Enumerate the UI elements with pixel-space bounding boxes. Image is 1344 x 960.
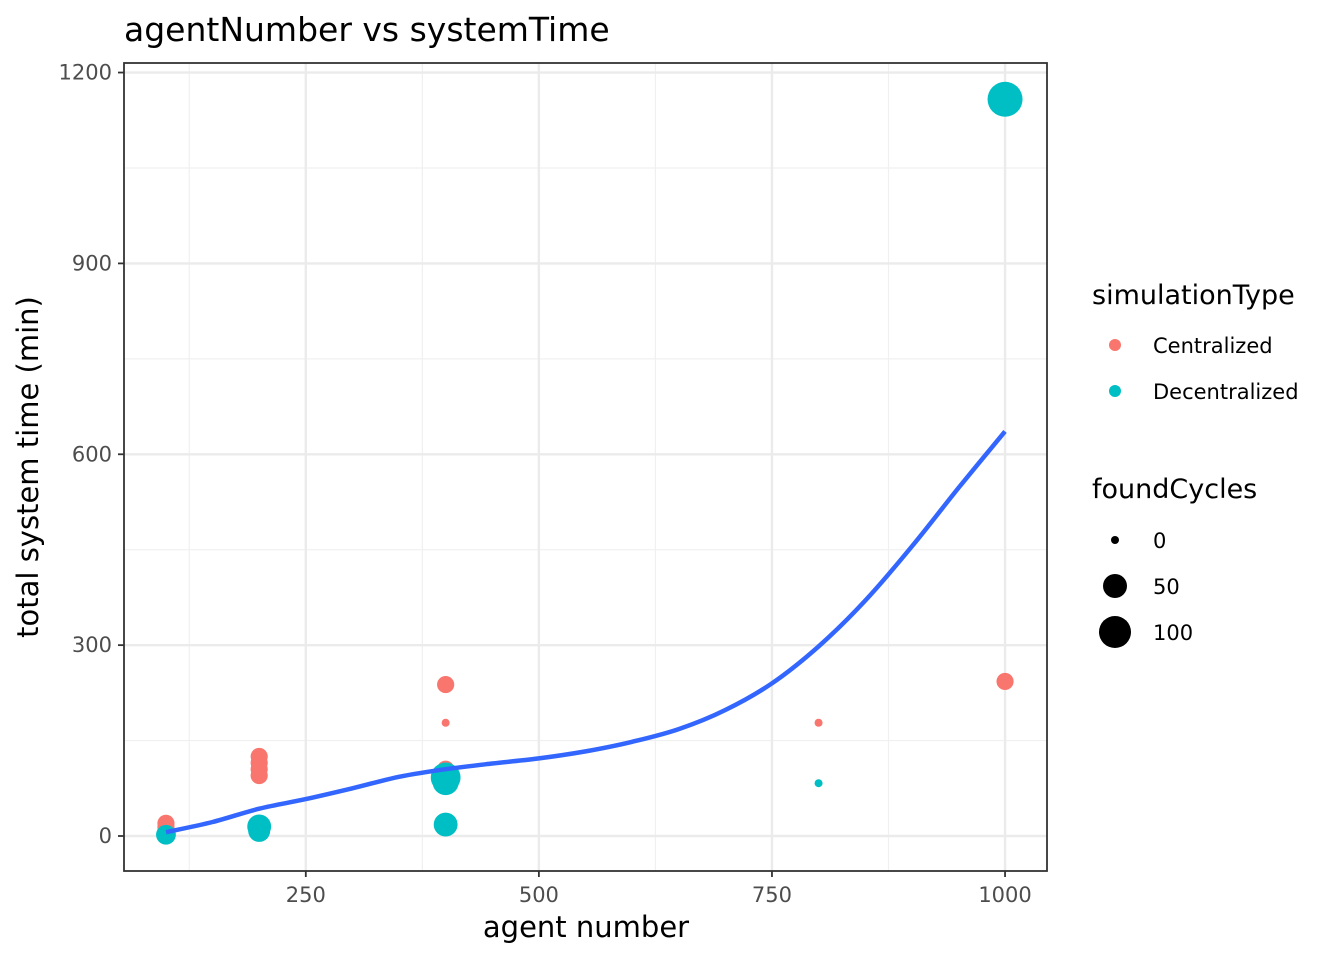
plot-border [123,62,1048,872]
smooth-trend-line [165,429,1007,835]
color-legend: simulationType Centralized Decentralized [1092,280,1299,404]
series-decentralized [156,81,1023,845]
plot-panel [124,63,1047,871]
minor-gridlines [124,63,1047,871]
size-legend: foundCycles 0 50 100 [1092,474,1257,648]
x-tick-label: 750 [752,883,792,907]
data-point-decentralized [432,768,459,796]
x-axis-ticks: 250 500 750 1000 [286,871,1032,907]
legend-key-decentralized [1109,385,1121,397]
size-legend-title: foundCycles [1092,474,1257,505]
size-legend-label-50: 50 [1153,575,1180,599]
size-legend-key-0 [1111,536,1119,544]
y-axis-title: total system time (min) [11,296,45,638]
legend-label-decentralized: Decentralized [1153,380,1299,404]
chart-title: agentNumber vs systemTime [124,10,610,49]
data-point-decentralized [156,824,176,845]
data-point-decentralized [433,812,458,837]
y-tick-label: 300 [72,633,112,657]
x-tick-label: 250 [286,883,326,907]
legend-key-centralized [1109,339,1121,351]
y-tick-label: 1200 [59,61,112,85]
data-point-decentralized [987,81,1023,117]
data-point-centralized [250,766,268,785]
data-points [156,81,1023,845]
legend-label-centralized: Centralized [1153,334,1273,358]
data-point-centralized [437,676,455,694]
size-legend-label-0: 0 [1153,529,1166,553]
size-legend-label-100: 100 [1153,621,1193,645]
data-point-decentralized [248,819,271,842]
major-gridlines [124,63,1047,871]
data-point-centralized [814,718,823,727]
color-legend-title: simulationType [1092,280,1295,311]
y-tick-label: 600 [72,442,112,466]
x-tick-label: 500 [519,883,559,907]
size-legend-key-100 [1099,616,1131,648]
data-point-centralized [996,672,1014,690]
x-tick-label: 1000 [978,883,1031,907]
data-point-centralized [441,718,450,727]
y-axis-ticks: 0 300 600 900 1200 [59,61,124,848]
x-axis-title: agent number [483,910,689,944]
y-tick-label: 0 [99,824,112,848]
y-tick-label: 900 [72,251,112,275]
data-point-decentralized [814,779,823,788]
size-legend-key-50 [1103,574,1127,598]
